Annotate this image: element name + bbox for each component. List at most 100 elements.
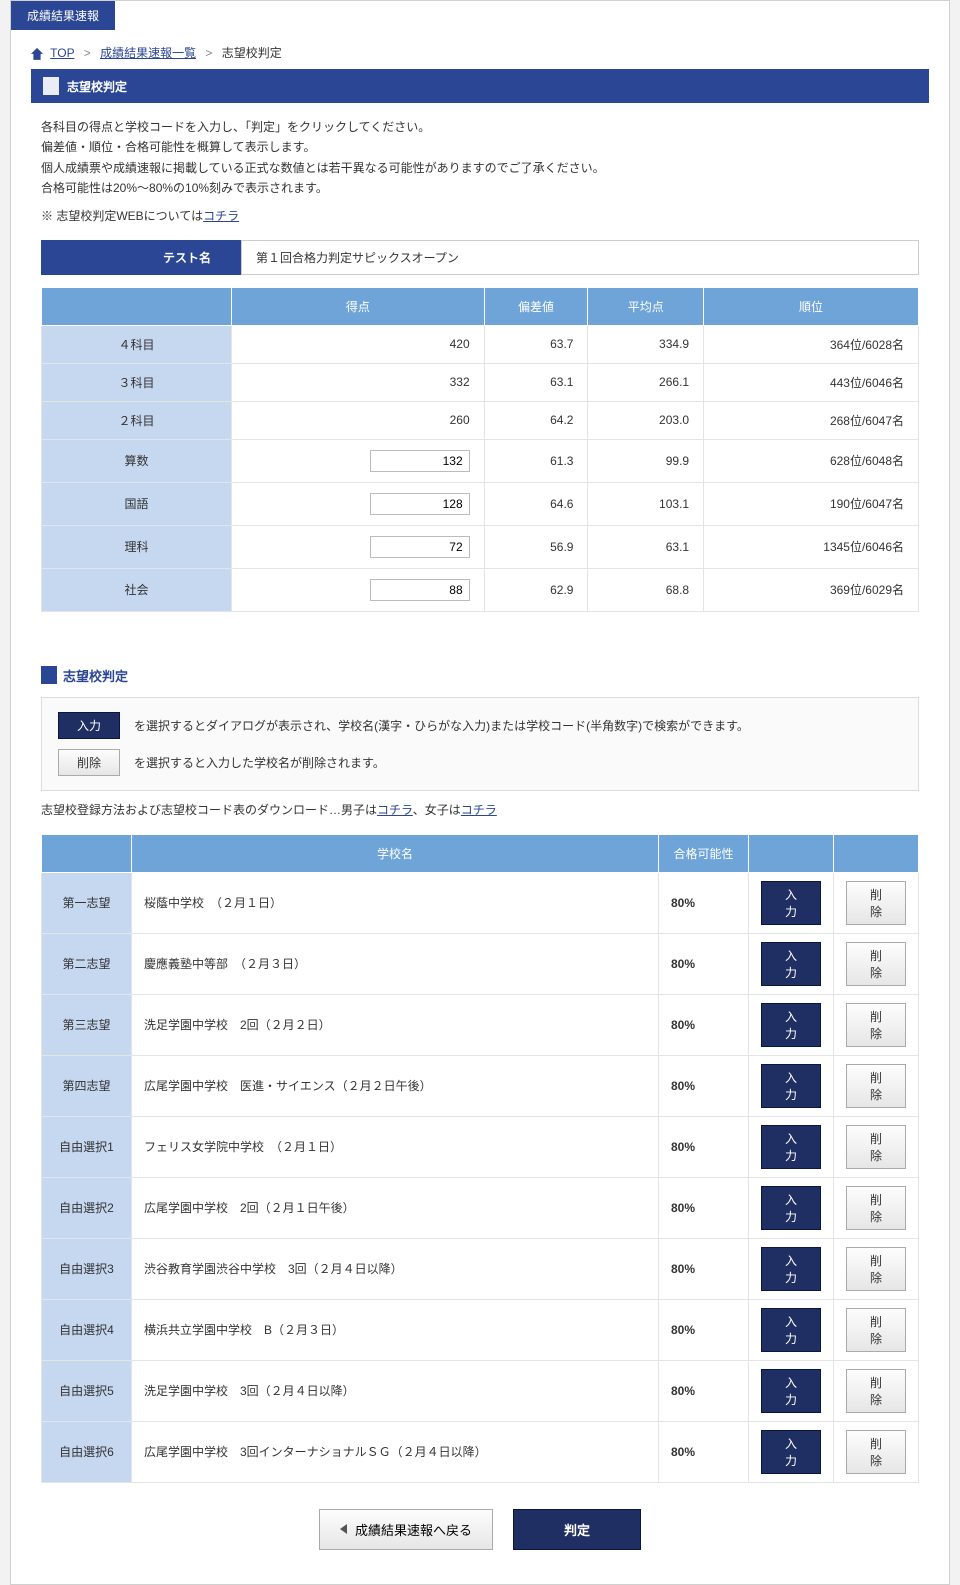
choice-row-label: 第二志望 [42,933,132,994]
choice-delete-cell: 削除 [834,1299,919,1360]
choice-delete-button[interactable]: 削除 [846,1308,906,1352]
judge-button[interactable]: 判定 [513,1509,641,1550]
choice-delete-button[interactable]: 削除 [846,1369,906,1413]
score-cell-avg: 103.1 [588,482,704,525]
score-row-label: ４科目 [42,325,232,363]
score-cell-dev: 61.3 [484,439,588,482]
test-name-row: テスト名 第１回合格力判定サピックスオープン [41,240,919,275]
score-input[interactable] [370,493,470,515]
choice-delete-cell: 削除 [834,1238,919,1299]
dl-mid: 、女子は [413,803,461,817]
score-cell-dev: 56.9 [484,525,588,568]
score-cell-rank: 628位/6048名 [704,439,919,482]
choice-row: 第一志望桜蔭中学校 （２月１日）80%入力削除 [42,872,919,933]
choice-section-label: 志望校判定 [63,666,128,685]
choice-row-label: 第四志望 [42,1055,132,1116]
choice-input-button[interactable]: 入力 [761,942,821,986]
score-cell-rank: 190位/6047名 [704,482,919,525]
intro-block: 各科目の得点と学校コードを入力し、「判定」をクリックしてください。 偏差値・順位… [11,117,949,636]
header-tab[interactable]: 成績結果速報 [11,1,115,30]
choice-row-label: 第一志望 [42,872,132,933]
score-cell-avg: 334.9 [588,325,704,363]
desc-row-input: 入力 を選択するとダイアログが表示され、学校名(漢字・ひらがな入力)または学校コ… [58,712,902,739]
score-row: ３科目33263.1266.1443位/6046名 [42,363,919,401]
choice-probability: 80% [659,872,749,933]
choice-row: 自由選択1フェリス女学院中学校 （２月１日）80% 入力削除 [42,1116,919,1177]
choice-input-cell: 入力 [749,1421,834,1482]
score-cell-dev: 64.6 [484,482,588,525]
score-input[interactable] [370,579,470,601]
choice-input-button[interactable]: 入力 [761,1430,821,1474]
sample-delete-button[interactable]: 削除 [58,749,120,776]
choice-row-label: 自由選択4 [42,1299,132,1360]
choice-row-label: 自由選択1 [42,1116,132,1177]
choice-th-blank [42,834,132,872]
score-input[interactable] [370,536,470,558]
score-cell-score [232,568,485,611]
score-cell-dev: 62.9 [484,568,588,611]
breadcrumb-list-link[interactable]: 成績結果速報一覧 [100,46,196,60]
choice-delete-button[interactable]: 削除 [846,1430,906,1474]
choice-delete-button[interactable]: 削除 [846,1247,906,1291]
choice-input-cell: 入力 [749,872,834,933]
choice-input-cell: 入力 [749,1116,834,1177]
intro-line: 偏差値・順位・合格可能性を概算して表示します。 [41,137,919,157]
score-cell-rank: 1345位/6046名 [704,525,919,568]
triangle-left-icon [340,1524,347,1534]
choice-delete-button[interactable]: 削除 [846,1125,906,1169]
choice-input-button[interactable]: 入力 [761,1186,821,1230]
dl-link-girls[interactable]: コチラ [461,803,497,817]
breadcrumb-sep: > [84,46,91,60]
score-row-label: 社会 [42,568,232,611]
breadcrumb: TOP > 成績結果速報一覧 > 志望校判定 [11,34,949,69]
score-row-label: ２科目 [42,401,232,439]
choice-delete-button[interactable]: 削除 [846,881,906,925]
score-cell-score [232,525,485,568]
document-icon [43,77,59,95]
choice-input-button[interactable]: 入力 [761,1369,821,1413]
choice-input-button[interactable]: 入力 [761,1064,821,1108]
choice-input-button[interactable]: 入力 [761,881,821,925]
choice-input-button[interactable]: 入力 [761,1125,821,1169]
intro-sub-link[interactable]: コチラ [203,209,239,223]
choice-input-cell: 入力 [749,1177,834,1238]
score-cell-score: 332 [232,363,485,401]
score-input[interactable] [370,450,470,472]
choice-th-school: 学校名 [132,834,659,872]
choice-row-label: 自由選択6 [42,1421,132,1482]
back-button[interactable]: 成績結果速報へ戻る [319,1509,493,1550]
home-icon [31,48,43,60]
choice-th-prob: 合格可能性 [659,834,749,872]
choice-school-name: 渋谷教育学園渋谷中学校 3回（２月４日以降） [132,1238,659,1299]
score-cell-rank: 443位/6046名 [704,363,919,401]
choice-section-title: 志望校判定 [41,666,919,685]
desc-row-delete: 削除 を選択すると入力した学校名が削除されます。 [58,749,902,776]
description-box: 入力 を選択するとダイアログが表示され、学校名(漢字・ひらがな入力)または学校コ… [41,697,919,791]
choice-row: 自由選択4横浜共立学園中学校 B（２月３日）80%入力削除 [42,1299,919,1360]
intro-sub: ※ 志望校判定WEBについてはコチラ [41,207,919,224]
choice-school-name: フェリス女学院中学校 （２月１日） [132,1116,659,1177]
bottom-buttons: 成績結果速報へ戻る 判定 [11,1483,949,1584]
choice-delete-button[interactable]: 削除 [846,1003,906,1047]
breadcrumb-top-link[interactable]: TOP [50,46,74,60]
choice-input-button[interactable]: 入力 [761,1247,821,1291]
score-cell-dev: 64.2 [484,401,588,439]
choice-delete-button[interactable]: 削除 [846,1064,906,1108]
dl-link-boys[interactable]: コチラ [377,803,413,817]
score-row: ２科目26064.2203.0268位/6047名 [42,401,919,439]
choice-row: 自由選択6広尾学園中学校 3回インターナショナルＳＧ（２月４日以降）80%入力削… [42,1421,919,1482]
choice-probability: 80% [659,1116,749,1177]
choice-delete-button[interactable]: 削除 [846,942,906,986]
choice-input-button[interactable]: 入力 [761,1003,821,1047]
choice-probability: 80% [659,1299,749,1360]
score-th-dev: 偏差値 [484,287,588,325]
score-row: 算数61.399.9628位/6048名 [42,439,919,482]
choice-delete-cell: 削除 [834,994,919,1055]
sample-input-button[interactable]: 入力 [58,712,120,739]
choice-delete-button[interactable]: 削除 [846,1186,906,1230]
intro-line: 個人成績票や成績速報に掲載している正式な数値とは若干異なる可能性がありますのでご… [41,158,919,178]
choice-input-button[interactable]: 入力 [761,1308,821,1352]
score-row-label: 算数 [42,439,232,482]
breadcrumb-current: 志望校判定 [222,46,282,60]
score-th-score: 得点 [232,287,485,325]
